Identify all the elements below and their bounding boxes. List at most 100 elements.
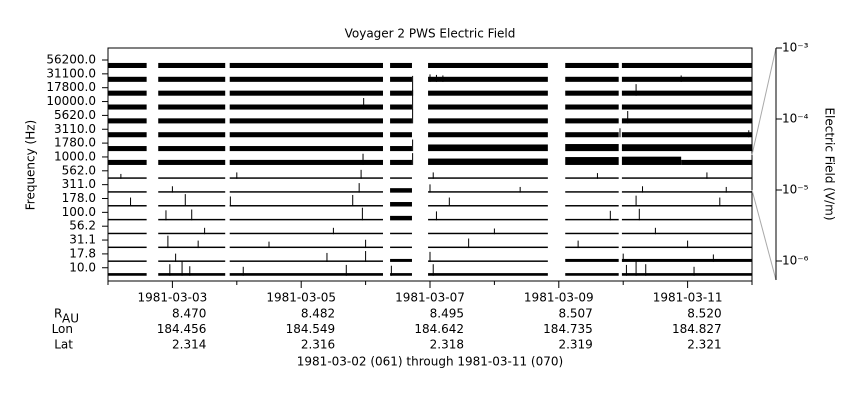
segment <box>158 191 226 193</box>
segment <box>565 144 619 152</box>
channel-label: 100.0 <box>62 205 96 219</box>
segment <box>621 218 752 221</box>
segment <box>108 159 147 165</box>
segment <box>428 158 548 165</box>
segment <box>565 76 619 82</box>
ephemeris-value: 2.314 <box>172 338 206 352</box>
channel-label: 1780.0 <box>54 136 96 150</box>
channel <box>108 153 752 165</box>
chart-title: Voyager 2 PWS Electric Field <box>345 27 516 41</box>
channel-label: 10000.0 <box>46 94 96 108</box>
channel-label: 56200.0 <box>46 53 96 67</box>
segment <box>229 273 383 276</box>
segment <box>108 205 147 207</box>
channel-label: 3110.0 <box>54 122 96 136</box>
channel-label: 1000.0 <box>54 149 96 163</box>
segment <box>229 246 383 249</box>
channel-label: 31100.0 <box>46 66 96 80</box>
ephemeris-value: 184.456 <box>157 322 207 336</box>
segment <box>158 90 226 96</box>
segment <box>229 146 383 152</box>
channel-label: 17.8 <box>69 246 96 260</box>
segment <box>428 191 548 193</box>
segment <box>390 246 412 249</box>
segment <box>621 232 752 235</box>
channel <box>108 194 752 207</box>
x-axis-label: 1981-03-02 (061) through 1981-03-11 (070… <box>297 355 563 369</box>
segment <box>108 246 147 249</box>
segment <box>108 118 147 124</box>
ephemeris-value: 8.482 <box>301 307 335 321</box>
ephemeris-value: 184.642 <box>414 322 464 336</box>
segment <box>428 246 548 249</box>
channel-label: 311.0 <box>62 177 96 191</box>
segment <box>681 159 752 165</box>
channel <box>108 235 752 249</box>
y2-tick-label: 10⁻⁶ <box>782 253 809 267</box>
segment <box>229 118 383 124</box>
segment <box>621 62 752 68</box>
segment <box>621 156 682 165</box>
channel <box>108 169 752 179</box>
segment <box>621 273 752 276</box>
ephemeris-value: 8.520 <box>687 307 721 321</box>
segment <box>229 132 383 138</box>
y2-tick-label: 10⁻⁵ <box>782 182 809 196</box>
segment <box>428 273 548 276</box>
segment <box>428 76 548 82</box>
segment <box>565 205 619 207</box>
segment <box>428 218 548 221</box>
segment <box>229 205 383 207</box>
y2-tick-label: 10⁻⁴ <box>782 111 809 125</box>
segment <box>390 232 412 235</box>
segment <box>108 76 147 82</box>
ephemeris-value: 2.316 <box>301 338 335 352</box>
segment <box>158 260 226 262</box>
channel <box>108 128 752 138</box>
y2-tick-label: 10⁻³ <box>782 41 809 55</box>
segment <box>565 118 619 124</box>
channel <box>108 207 752 221</box>
segment <box>158 76 226 82</box>
segment <box>158 118 226 124</box>
segment <box>621 191 752 193</box>
channel-label: 5620.0 <box>54 108 96 122</box>
segment <box>565 258 619 262</box>
segment <box>158 273 226 276</box>
ephemeris-value: 184.549 <box>286 322 336 336</box>
segment <box>390 62 412 68</box>
ephemeris-value: 2.319 <box>558 338 592 352</box>
segment <box>229 159 383 165</box>
segment <box>428 144 548 152</box>
segment <box>621 205 752 207</box>
segment <box>158 205 226 207</box>
channel <box>108 89 752 110</box>
scale-connector <box>751 189 777 281</box>
segment <box>229 191 383 193</box>
segment <box>428 132 548 138</box>
ephemeris-label: Lon <box>52 322 73 336</box>
channel-label: 31.1 <box>69 233 96 247</box>
segment <box>621 118 752 124</box>
segment <box>428 90 548 96</box>
segment <box>390 202 412 207</box>
segment <box>108 177 147 179</box>
segment <box>621 246 752 249</box>
segment <box>158 146 226 152</box>
ephemeris-value: 184.827 <box>672 322 722 336</box>
segment <box>565 62 619 68</box>
segment <box>565 218 619 221</box>
segment <box>229 90 383 96</box>
segment <box>390 104 412 110</box>
segment <box>229 104 383 110</box>
segment <box>390 146 412 152</box>
segment <box>108 146 147 152</box>
segment <box>108 62 147 68</box>
segment <box>229 218 383 221</box>
segment <box>158 232 226 235</box>
channel <box>108 74 752 82</box>
x-tick-label: 1981-03-09 <box>524 291 594 305</box>
ephemeris-value: 184.735 <box>543 322 593 336</box>
